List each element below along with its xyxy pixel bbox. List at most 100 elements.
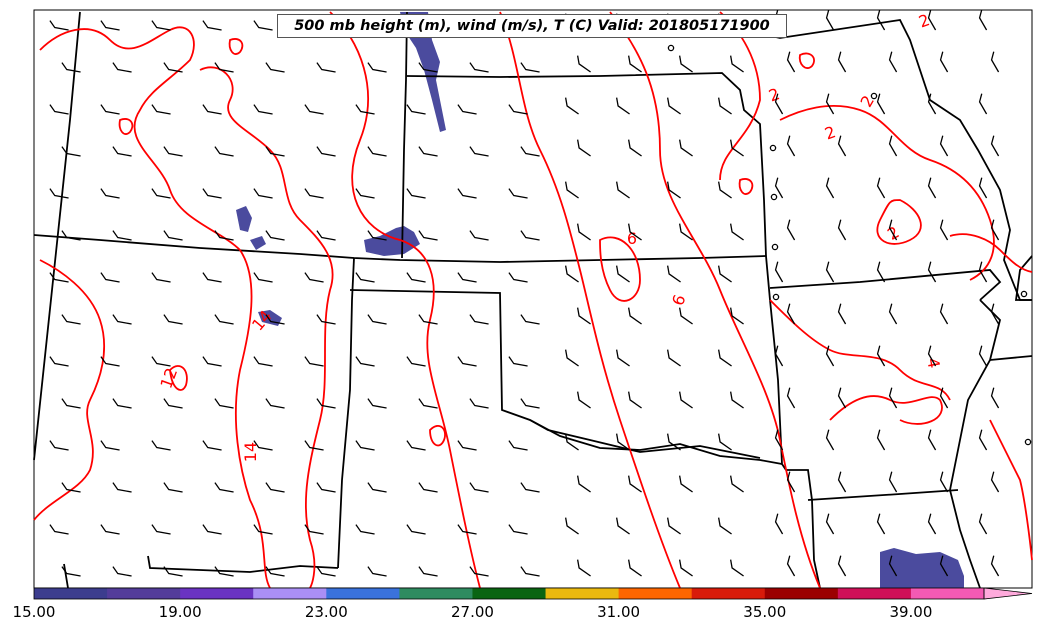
wind-barb [927,93,937,115]
wind-barb [717,349,732,367]
wind-barb [469,62,489,73]
wind-barb [304,524,324,535]
wind-barb [265,230,285,241]
wind-barb [304,188,324,199]
wind-barb [316,314,336,325]
wind-barb [876,513,886,535]
isotherm-contours [33,11,1033,589]
state-borders [33,11,1033,589]
wind-barb [469,230,489,241]
wind-barb [888,555,898,577]
wind-barb [576,391,591,409]
wind-barb [927,261,937,283]
wind-barb [729,475,744,493]
wind-barb [151,188,171,199]
wind-barb [151,356,171,367]
wind-barb [939,387,949,409]
wind-barb [202,272,222,283]
wind-barb [265,482,285,493]
wind-barb [418,230,438,241]
wind-barb [457,104,477,115]
wind-barb [825,9,835,31]
wind-barb [49,20,69,31]
wind-barb [627,223,642,241]
wind-barb [978,513,988,535]
wind-barb [978,9,988,31]
wind-barb [564,433,579,451]
wind-barb [265,566,285,577]
wind-barb [304,440,324,451]
wind-barb [508,188,528,199]
wind-barb [825,429,835,451]
contour-label: 6 [627,229,637,248]
colorbar-frame [33,587,985,600]
wind-barb [576,139,591,157]
wind-barb [112,566,132,577]
wind-barb [61,230,81,241]
wind-barb [457,524,477,535]
jet-streak-gulf [880,548,964,588]
wind-barb [214,482,234,493]
wind-barb [214,314,234,325]
colorbar-swatch [545,588,620,599]
wind-barb [564,265,579,283]
wind-barb [774,261,784,283]
wind-barb [837,471,847,493]
wind-barb [825,93,835,115]
wind-barb [678,391,693,409]
wind-barb [888,135,898,157]
wind-barb [214,566,234,577]
wind-barb [520,482,540,493]
wind-barb [837,135,847,157]
city-marker [667,44,675,52]
wind-barb [367,314,387,325]
wind-barb [627,559,642,577]
wind-barb [825,261,835,283]
wind-barb [355,104,375,115]
wind-barb [717,517,732,535]
wind-barb [666,433,681,451]
wind-barb [469,314,489,325]
city-markers [667,44,1032,446]
wind-barb [666,97,681,115]
wind-barb [100,188,120,199]
wind-barb [978,261,988,283]
wind-barb [876,261,886,283]
wind-barb [367,482,387,493]
wind-barb [316,398,336,409]
wind-speed-shading [236,12,964,588]
colorbar-swatch [837,588,912,599]
wind-barb [418,482,438,493]
wind-barb [100,356,120,367]
wind-barb [202,524,222,535]
wind-barb [990,51,1000,73]
wind-barb [978,93,988,115]
wind-barb [927,177,937,199]
wind-barb [888,471,898,493]
wind-barb [978,345,988,367]
wind-barb [837,387,847,409]
wind-barb [253,356,273,367]
wind-barb [876,429,886,451]
wind-barb [316,230,336,241]
wind-barb [564,97,579,115]
wind-barb [786,303,796,325]
wind-barb [666,181,681,199]
wind-barb [615,517,630,535]
wind-barb [786,555,796,577]
wind-barb [202,20,222,31]
wind-barb [939,471,949,493]
wind-barb [990,387,1000,409]
wind-barb [627,55,642,73]
city-marker [1024,438,1032,446]
wind-barb [774,429,784,451]
wind-barb [576,307,591,325]
wind-barb [729,55,744,73]
wind-barb [508,356,528,367]
border-oklahoma-panhandle [349,289,783,465]
wind-barb [49,104,69,115]
wind-barb [367,230,387,241]
wind-barb [253,188,273,199]
wind-barb [678,55,693,73]
